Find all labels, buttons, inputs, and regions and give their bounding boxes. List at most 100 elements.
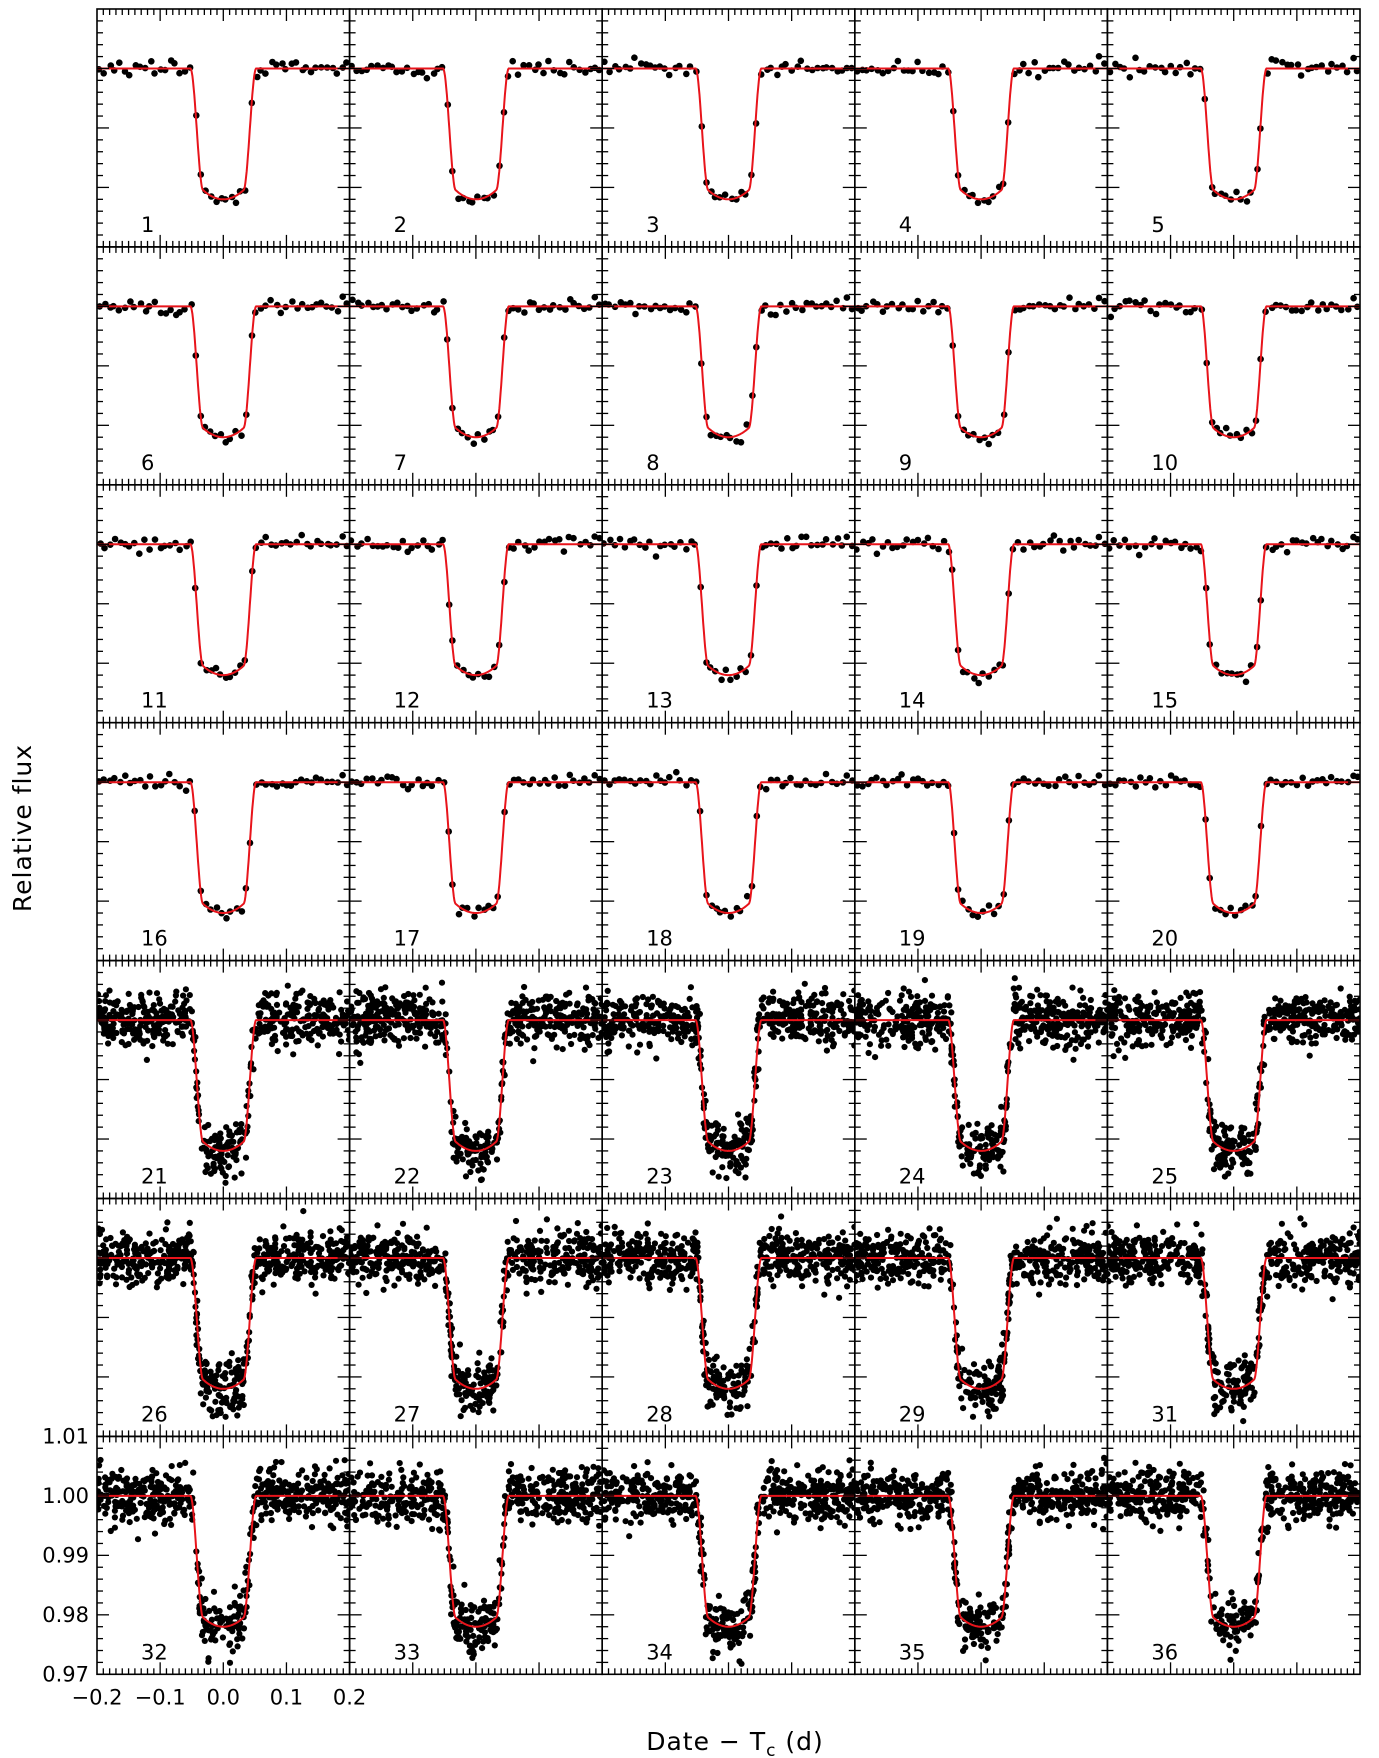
data-point xyxy=(564,1281,572,1288)
data-point xyxy=(529,1005,536,1012)
data-point xyxy=(1158,1034,1165,1041)
data-point xyxy=(1071,782,1079,789)
tick-marks xyxy=(1107,960,1360,1199)
data-point xyxy=(1350,294,1357,302)
data-point xyxy=(1089,1019,1096,1026)
data-point xyxy=(1102,1025,1108,1032)
data-point xyxy=(343,59,350,66)
tick-marks xyxy=(854,246,1108,485)
data-point xyxy=(1050,1044,1057,1051)
data-point xyxy=(1272,57,1280,64)
data-point xyxy=(432,1282,439,1289)
data-point xyxy=(115,1259,122,1266)
data-point xyxy=(1056,537,1063,545)
data-point xyxy=(230,1397,237,1404)
data-point xyxy=(230,1153,237,1160)
data-point xyxy=(938,1021,945,1028)
data-point xyxy=(565,1227,573,1234)
data-point xyxy=(1132,299,1139,306)
data-point xyxy=(944,994,951,1001)
data-point xyxy=(1171,1000,1178,1008)
data-point xyxy=(122,772,129,779)
data-point xyxy=(202,1145,209,1152)
data-point xyxy=(324,1240,332,1247)
data-point xyxy=(1186,1007,1193,1014)
data-point xyxy=(1028,1023,1035,1030)
data-point xyxy=(591,293,599,301)
data-point xyxy=(435,1010,442,1017)
data-point xyxy=(475,1167,482,1174)
panel-frame xyxy=(96,483,351,724)
data-point xyxy=(532,1276,539,1284)
data-point xyxy=(477,1380,484,1387)
data-point xyxy=(1298,307,1305,315)
data-point xyxy=(319,1024,326,1031)
data-point xyxy=(545,535,553,543)
data-point xyxy=(1107,1013,1115,1020)
data-point xyxy=(721,191,729,198)
data-point xyxy=(672,1003,679,1010)
data-point xyxy=(345,1270,350,1277)
data-point xyxy=(174,1263,181,1270)
data-point xyxy=(610,1011,617,1018)
data-point xyxy=(1161,68,1169,76)
data-point xyxy=(510,1235,517,1242)
panel-number-label: 7 xyxy=(394,451,407,475)
data-point xyxy=(1132,783,1140,790)
data-point xyxy=(663,1013,670,1020)
data-point xyxy=(1328,60,1335,68)
panel-17: 17 xyxy=(348,721,604,962)
data-point xyxy=(532,1033,539,1040)
data-point xyxy=(336,1051,343,1058)
data-point xyxy=(423,1000,430,1008)
data-point xyxy=(374,1222,381,1229)
data-point xyxy=(822,990,829,997)
data-points xyxy=(854,53,1108,207)
data-point xyxy=(965,1121,972,1128)
data-point xyxy=(162,1226,169,1233)
data-point xyxy=(1187,545,1194,552)
data-point xyxy=(540,69,547,77)
data-point xyxy=(354,1026,361,1033)
data-point xyxy=(571,1009,578,1017)
data-point xyxy=(394,544,402,551)
panel-number-label: 4 xyxy=(899,213,912,237)
data-points xyxy=(602,294,855,446)
data-point xyxy=(1306,1006,1313,1013)
data-point xyxy=(1103,1020,1108,1028)
data-point xyxy=(156,1259,163,1267)
data-points xyxy=(349,57,603,206)
data-point xyxy=(570,64,578,71)
data-point xyxy=(562,306,569,313)
panel-24: 24 xyxy=(853,959,1109,1200)
data-point xyxy=(834,535,842,542)
data-point xyxy=(405,1027,412,1034)
data-point xyxy=(1095,1039,1102,1046)
panel-number-label: 22 xyxy=(394,1165,421,1189)
data-point xyxy=(462,1140,469,1147)
data-point xyxy=(1101,1012,1108,1020)
data-point xyxy=(158,1007,165,1014)
data-point xyxy=(384,1010,391,1017)
data-point xyxy=(1151,535,1158,542)
data-point xyxy=(140,1009,147,1016)
data-point xyxy=(330,1240,337,1247)
data-point xyxy=(627,1007,635,1014)
data-point xyxy=(354,1013,361,1020)
data-point xyxy=(475,1409,482,1416)
data-point xyxy=(228,1369,235,1376)
data-point xyxy=(349,537,355,544)
data-point xyxy=(714,1127,722,1134)
data-point xyxy=(141,1274,148,1281)
data-point xyxy=(336,1248,343,1255)
data-point xyxy=(1136,1005,1144,1013)
data-point xyxy=(211,1137,218,1144)
data-point xyxy=(485,673,493,681)
tick-marks xyxy=(602,484,855,723)
data-point xyxy=(1162,781,1170,789)
data-point xyxy=(1102,999,1108,1006)
data-point xyxy=(406,1271,413,1278)
data-point xyxy=(333,70,341,77)
data-point xyxy=(202,1168,209,1176)
data-point xyxy=(854,68,861,75)
